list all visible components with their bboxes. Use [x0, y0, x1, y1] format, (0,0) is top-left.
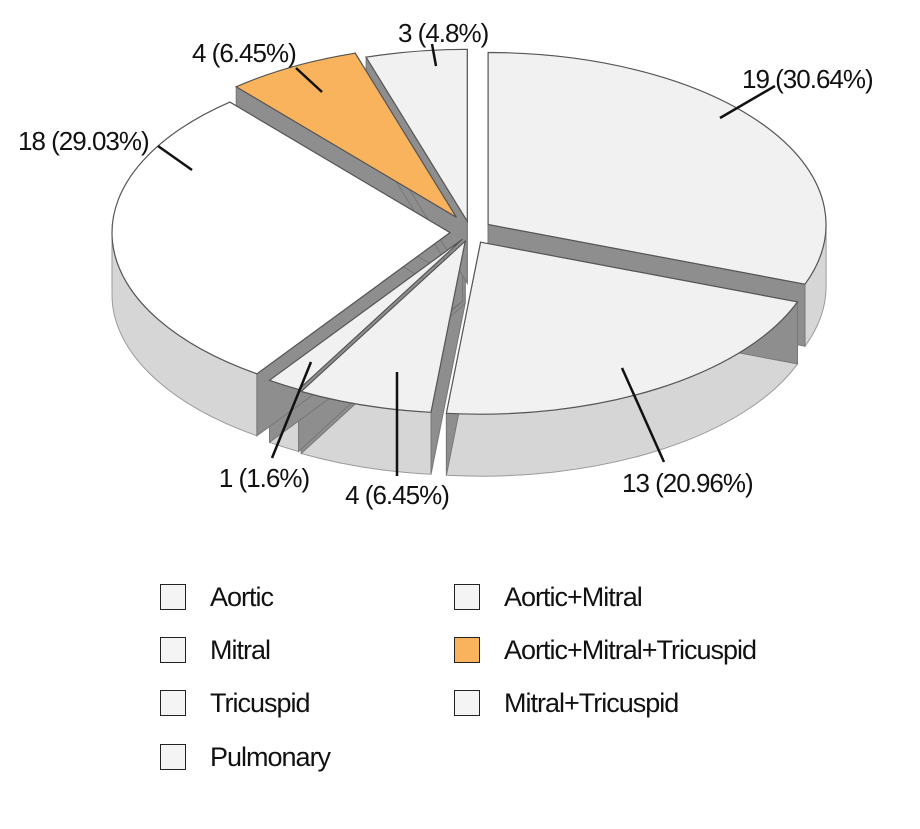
data-label: 3 (4.8%) — [398, 18, 489, 48]
leader-line — [719, 84, 776, 120]
leader-line — [270, 361, 313, 459]
leader-lines — [157, 43, 776, 476]
pie-slice — [300, 239, 467, 413]
data-labels: 19 (30.64%) 13 (20.96%) 4 (6.45%) 1 (1.6%) 1… — [18, 18, 874, 510]
pie-slice — [234, 52, 457, 218]
leader-line — [295, 67, 323, 93]
leader-line — [430, 43, 438, 67]
data-label: 13 (20.96%) — [622, 468, 753, 498]
pie-slice — [445, 241, 799, 415]
pie-tops — [111, 48, 827, 415]
pie-slice — [487, 51, 827, 285]
leader-line — [620, 367, 666, 463]
data-label: 19 (30.64%) — [742, 64, 873, 94]
data-label: 4 (6.45%) — [345, 480, 449, 510]
data-label: 1 (1.6%) — [219, 463, 310, 493]
leader-line — [157, 144, 193, 172]
data-label: 18 (29.03%) — [18, 126, 149, 156]
data-label: 4 (6.45%) — [192, 38, 296, 68]
pie-slice — [111, 101, 452, 375]
pie-slice — [365, 48, 468, 224]
